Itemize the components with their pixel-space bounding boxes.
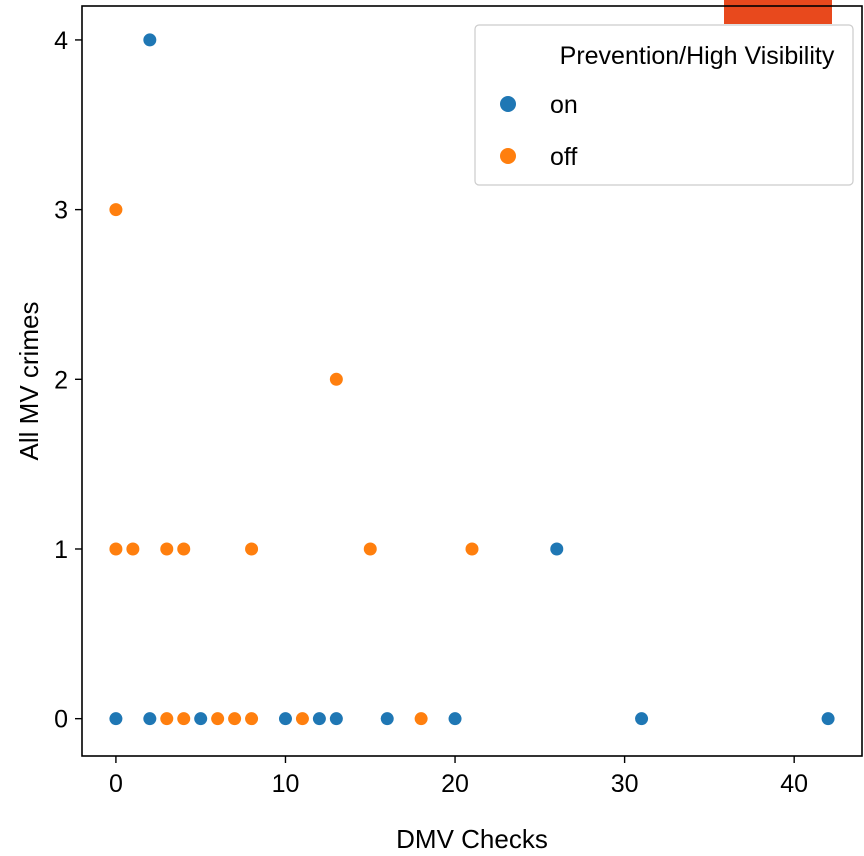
- data-point-off: [126, 542, 140, 556]
- data-point-on: [821, 712, 835, 726]
- data-point-off: [465, 542, 479, 556]
- data-point-on: [109, 712, 123, 726]
- y-tick-label: 4: [54, 27, 68, 55]
- data-point-off: [329, 372, 343, 386]
- x-axis: 0 10 20 30 40: [109, 756, 808, 798]
- x-tick-label: 30: [611, 770, 639, 798]
- y-tick-label: 0: [54, 706, 68, 734]
- y-tick-label: 2: [54, 366, 68, 394]
- data-point-on: [380, 712, 394, 726]
- x-tick-label: 10: [272, 770, 300, 798]
- legend-marker-on: [500, 96, 516, 112]
- data-point-on: [312, 712, 326, 726]
- data-point-off: [160, 712, 174, 726]
- data-point-off: [109, 542, 123, 556]
- y-axis-title: All MV crimes: [14, 302, 44, 461]
- legend-title: Prevention/High Visibility: [560, 42, 835, 70]
- y-tick-label: 1: [54, 536, 68, 564]
- data-point-off: [414, 712, 428, 726]
- data-point-off: [177, 542, 191, 556]
- data-point-off: [245, 542, 259, 556]
- data-point-on: [143, 712, 157, 726]
- legend-marker-off: [500, 148, 516, 164]
- data-point-on: [448, 712, 462, 726]
- data-point-off: [245, 712, 259, 726]
- y-axis: 0 1 2 3 4: [54, 27, 82, 734]
- data-point-on: [329, 712, 343, 726]
- x-tick-label: 40: [780, 770, 808, 798]
- data-point-off: [363, 542, 377, 556]
- legend-label-on: on: [550, 91, 578, 119]
- data-point-on: [194, 712, 208, 726]
- x-tick-label: 20: [441, 770, 469, 798]
- data-point-off: [177, 712, 191, 726]
- data-point-off: [160, 542, 174, 556]
- data-points: [109, 33, 835, 726]
- data-point-on: [635, 712, 649, 726]
- legend-box: [474, 24, 854, 186]
- legend-label-off: off: [550, 143, 577, 171]
- data-point-on: [143, 33, 157, 47]
- corner-badge: [724, 0, 832, 24]
- data-point-off: [109, 203, 123, 217]
- x-axis-title: DMV Checks: [396, 824, 548, 854]
- legend: Prevention/High Visibility on off: [474, 24, 854, 186]
- data-point-off: [228, 712, 242, 726]
- y-tick-label: 3: [54, 197, 68, 225]
- data-point-on: [550, 542, 564, 556]
- data-point-off: [211, 712, 225, 726]
- x-tick-label: 0: [109, 770, 123, 798]
- data-point-off: [295, 712, 309, 726]
- plot-area: [81, 5, 863, 757]
- data-point-on: [278, 712, 292, 726]
